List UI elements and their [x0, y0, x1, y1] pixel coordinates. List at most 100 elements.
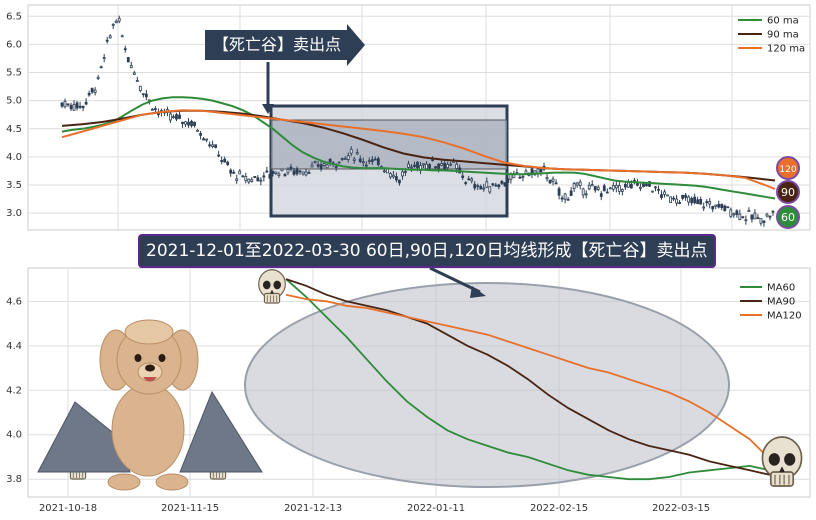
candle-body [304, 171, 308, 176]
dog-nose [145, 364, 155, 372]
dog-illustration [99, 319, 199, 491]
candle-body [81, 105, 85, 109]
candle-body [611, 185, 615, 190]
candle-body [470, 178, 474, 182]
candle-body [464, 182, 468, 184]
candle-body [494, 184, 498, 187]
candle-body [705, 201, 709, 204]
candle-body [747, 210, 751, 212]
candle-body [639, 186, 642, 189]
ma60-line [285, 278, 791, 485]
legend-label: MA90 [767, 297, 795, 308]
skull-jaw [769, 471, 795, 487]
candle-body [114, 20, 118, 24]
candle-body [63, 100, 67, 108]
dog-mouth [143, 377, 157, 382]
candle-body [500, 180, 504, 184]
candle-body [364, 164, 368, 167]
candle-body [485, 181, 489, 188]
candle-body [102, 57, 106, 59]
candle-body [126, 57, 130, 63]
candle-body [687, 196, 691, 203]
candle-body [313, 161, 317, 163]
candle-body [620, 189, 624, 192]
candle-body [310, 164, 314, 168]
candle-body [135, 80, 139, 82]
candle-body [217, 154, 221, 157]
candle-body [407, 163, 410, 168]
ma-end-badge-label: 60 [781, 211, 795, 224]
bottom-y-tick-label: 4.4 [6, 341, 22, 352]
candle-body [298, 170, 302, 173]
legend-label: 120 ma [767, 44, 805, 55]
candle-body [367, 160, 371, 163]
candle-body [479, 185, 483, 190]
candle-body [78, 105, 82, 108]
candle-body [684, 194, 688, 198]
candle-body [361, 161, 365, 164]
candle-body [428, 164, 431, 169]
candle-body [455, 163, 459, 170]
candle-body [376, 158, 380, 165]
period-banner: 2021-12-01至2022-03-30 60日,90日,120日均线形成【死… [138, 234, 716, 268]
x-tick-label: 2022-03-15 [652, 503, 710, 514]
candle-body [756, 217, 760, 220]
candle-body [262, 175, 266, 178]
candle-body [66, 103, 70, 106]
candle-body [584, 193, 588, 196]
candle-body [566, 198, 570, 201]
candle-body [741, 216, 745, 219]
candle-body [241, 175, 245, 178]
candle-body [645, 183, 648, 187]
candle-body [325, 164, 329, 169]
candle-body [672, 197, 675, 200]
skull-eye [784, 453, 796, 466]
candle-body [395, 176, 398, 181]
candle-body [569, 190, 573, 196]
ma60-line [61, 96, 776, 200]
candle-body [720, 204, 724, 208]
candle-body [605, 191, 609, 194]
candle-body [169, 113, 172, 121]
dog-topknot [124, 319, 174, 345]
ma-end-badge [776, 205, 800, 229]
dog-eye [134, 354, 142, 362]
candle-body [548, 179, 552, 184]
dog-paw [107, 473, 141, 491]
ma90-line [285, 278, 791, 481]
candle-body [738, 213, 742, 221]
candle-body [690, 197, 694, 204]
candle-body [729, 209, 733, 217]
x-tick-label: 2021-11-15 [161, 503, 219, 514]
candle-body [205, 138, 209, 141]
candle-body [654, 186, 657, 189]
candle-body [181, 121, 184, 124]
banner-arrowhead [470, 286, 486, 298]
candle-body [123, 48, 127, 51]
candle-body [268, 174, 272, 179]
skull-eye [768, 453, 780, 466]
candle-body [208, 144, 212, 147]
legend-label: MA120 [767, 311, 802, 322]
ma-end-badge [776, 180, 800, 204]
candle-body [253, 175, 257, 178]
candle-body [193, 121, 196, 126]
ma-end-badge-label: 120 [779, 165, 796, 175]
skull-eye [262, 280, 271, 290]
decorations [37, 269, 803, 491]
candle-body [506, 178, 510, 183]
candle-body [666, 194, 669, 197]
candle-body [572, 183, 576, 190]
candle-body [108, 35, 112, 39]
top-y-tick-label: 4.0 [6, 152, 22, 163]
candle-body [292, 170, 296, 175]
candle-body [111, 23, 115, 26]
candle-body [753, 212, 757, 220]
bottom-y-tick-label: 4.6 [6, 296, 22, 307]
candle-body [295, 168, 299, 175]
skull-icon [761, 436, 803, 487]
candle-body [449, 163, 453, 166]
mountain-right [179, 390, 263, 473]
candle-body [593, 186, 597, 191]
candle-body [536, 168, 540, 174]
